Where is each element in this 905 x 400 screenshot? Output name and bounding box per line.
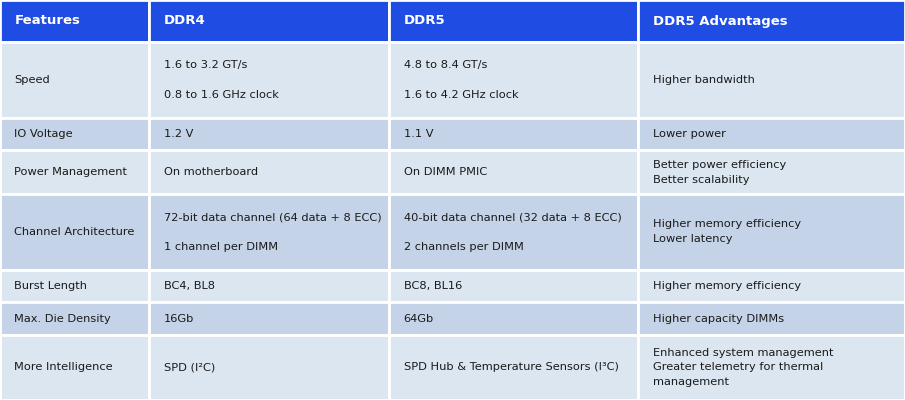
Bar <box>149 118 389 150</box>
Bar <box>389 0 638 42</box>
Text: Power Management: Power Management <box>14 167 128 177</box>
Text: Lower power: Lower power <box>653 129 726 139</box>
Bar <box>389 194 638 270</box>
Text: BC4, BL8: BC4, BL8 <box>164 281 214 291</box>
Text: Features: Features <box>14 14 81 28</box>
Bar <box>0 42 149 118</box>
Bar <box>389 335 638 400</box>
Text: DDR5 Advantages: DDR5 Advantages <box>653 14 787 28</box>
Text: 40-bit data channel (32 data + 8 ECC)

2 channels per DIMM: 40-bit data channel (32 data + 8 ECC) 2 … <box>404 212 622 252</box>
Bar <box>638 194 905 270</box>
Text: DDR5: DDR5 <box>404 14 445 28</box>
Text: BC8, BL16: BC8, BL16 <box>404 281 462 291</box>
Bar <box>389 270 638 302</box>
Bar <box>149 0 389 42</box>
Bar <box>389 118 638 150</box>
Bar <box>149 270 389 302</box>
Bar <box>0 270 149 302</box>
Text: Burst Length: Burst Length <box>14 281 88 291</box>
Bar <box>0 335 149 400</box>
Bar <box>0 194 149 270</box>
Text: On DIMM PMIC: On DIMM PMIC <box>404 167 487 177</box>
Text: 1.2 V: 1.2 V <box>164 129 193 139</box>
Text: Enhanced system management
Greater telemetry for thermal
management: Enhanced system management Greater telem… <box>653 348 833 387</box>
Bar <box>638 42 905 118</box>
Bar <box>149 150 389 194</box>
Text: Channel Architecture: Channel Architecture <box>14 227 135 237</box>
Bar <box>0 150 149 194</box>
Bar <box>389 302 638 335</box>
Text: SPD (I²C): SPD (I²C) <box>164 362 215 372</box>
Text: 1.6 to 3.2 GT/s

0.8 to 1.6 GHz clock: 1.6 to 3.2 GT/s 0.8 to 1.6 GHz clock <box>164 60 279 100</box>
Text: 16Gb: 16Gb <box>164 314 195 324</box>
Text: SPD Hub & Temperature Sensors (I³C): SPD Hub & Temperature Sensors (I³C) <box>404 362 618 372</box>
Text: Better power efficiency
Better scalability: Better power efficiency Better scalabili… <box>653 160 786 184</box>
Bar <box>638 150 905 194</box>
Bar <box>0 118 149 150</box>
Text: 1.1 V: 1.1 V <box>404 129 433 139</box>
Bar <box>638 118 905 150</box>
Text: Higher memory efficiency: Higher memory efficiency <box>653 281 801 291</box>
Text: DDR4: DDR4 <box>164 14 205 28</box>
Bar <box>389 150 638 194</box>
Text: Higher bandwidth: Higher bandwidth <box>653 75 755 85</box>
Text: More Intelligence: More Intelligence <box>14 362 113 372</box>
Bar <box>0 302 149 335</box>
Bar <box>149 194 389 270</box>
Bar <box>638 335 905 400</box>
Bar <box>638 270 905 302</box>
Text: 4.8 to 8.4 GT/s

1.6 to 4.2 GHz clock: 4.8 to 8.4 GT/s 1.6 to 4.2 GHz clock <box>404 60 519 100</box>
Bar <box>149 42 389 118</box>
Text: IO Voltage: IO Voltage <box>14 129 73 139</box>
Text: On motherboard: On motherboard <box>164 167 258 177</box>
Bar <box>149 302 389 335</box>
Bar <box>0 0 149 42</box>
Text: Higher memory efficiency
Lower latency: Higher memory efficiency Lower latency <box>653 220 801 244</box>
Text: 64Gb: 64Gb <box>404 314 433 324</box>
Bar <box>638 0 905 42</box>
Text: 72-bit data channel (64 data + 8 ECC)

1 channel per DIMM: 72-bit data channel (64 data + 8 ECC) 1 … <box>164 212 381 252</box>
Bar <box>149 335 389 400</box>
Text: Higher capacity DIMMs: Higher capacity DIMMs <box>653 314 784 324</box>
Text: Speed: Speed <box>14 75 51 85</box>
Bar <box>389 42 638 118</box>
Text: Max. Die Density: Max. Die Density <box>14 314 111 324</box>
Bar <box>638 302 905 335</box>
